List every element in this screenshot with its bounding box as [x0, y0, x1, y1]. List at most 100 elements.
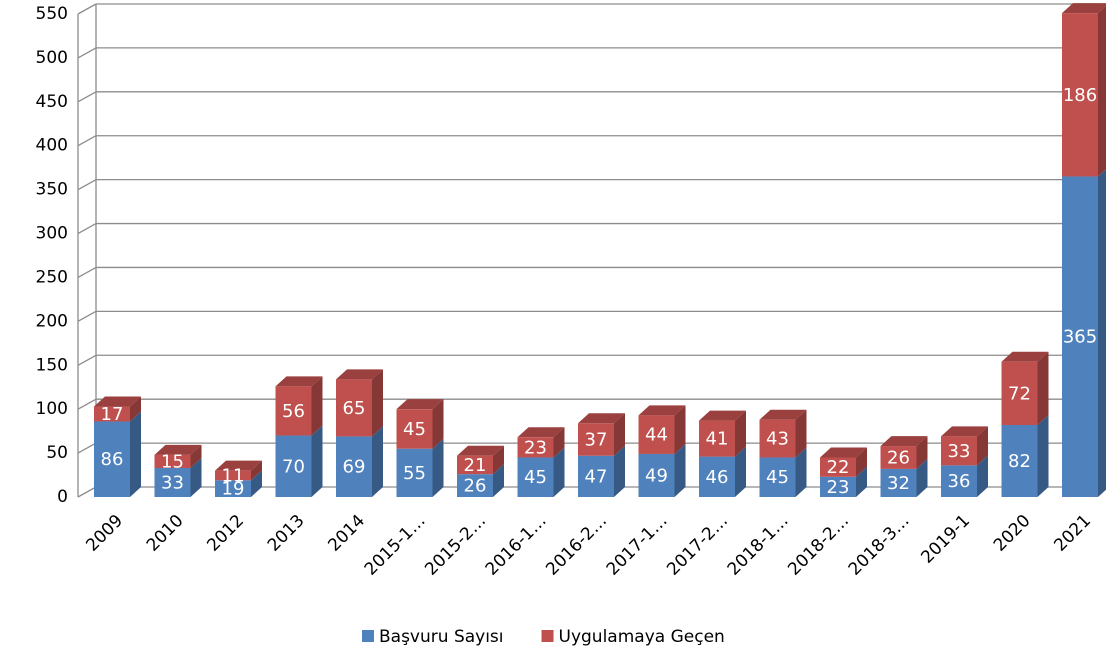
bar	[396, 409, 433, 449]
bar-segment: 19	[215, 470, 262, 500]
y-tick-label: 300	[36, 224, 68, 244]
bar-segment: 45	[396, 399, 444, 449]
bar-side	[190, 444, 202, 469]
bar	[215, 470, 251, 481]
bar-side	[916, 436, 928, 469]
y-tick-label: 100	[36, 399, 68, 419]
bar	[578, 423, 614, 456]
value-label: 56	[282, 401, 305, 422]
grid-line-floor	[77, 222, 97, 235]
value-label: 33	[948, 441, 971, 462]
grid-line-floor	[77, 398, 97, 410]
bar-side	[674, 443, 686, 497]
bar-top	[154, 444, 202, 455]
grid-line-floor	[77, 354, 97, 366]
bar-side	[735, 410, 746, 457]
grid-line-floor	[77, 91, 97, 103]
bar	[517, 437, 554, 458]
value-label: 41	[706, 429, 729, 450]
legend-label: Uygulamaya Geçen	[559, 627, 725, 647]
y-tick-label: 250	[36, 267, 68, 287]
bar	[880, 446, 917, 469]
value-label: 37	[585, 429, 608, 450]
bar	[759, 419, 796, 458]
value-label: 65	[343, 398, 366, 419]
bar	[638, 415, 675, 454]
x-tick-label: 2018-3…	[845, 511, 914, 580]
legend-label: Başvuru Sayısı	[379, 627, 504, 647]
value-label: 45	[766, 467, 789, 488]
bar	[820, 476, 856, 497]
x-tick-label: 2019-1	[917, 511, 974, 568]
bar-top	[759, 409, 807, 420]
bar-segment: 36	[941, 455, 988, 497]
bar-segment: 72	[1001, 351, 1049, 425]
x-tick-label: 2012	[203, 511, 248, 556]
y-tick-label: 350	[36, 180, 68, 200]
bar-segment: 86	[94, 411, 141, 497]
bar-top	[396, 399, 444, 410]
bar-side	[311, 376, 323, 436]
bar-side	[372, 426, 383, 497]
bar-segment: 33	[941, 426, 988, 466]
bar-side	[432, 438, 444, 497]
bar-segment: 365	[1062, 169, 1106, 498]
grid-line-floor	[77, 486, 97, 498]
x-tick-label: 2020	[990, 511, 1035, 556]
bar	[941, 436, 977, 466]
value-label: 23	[827, 477, 850, 498]
x-tick-label: 2017-1…	[603, 511, 672, 580]
bar-segment: 23	[517, 427, 565, 458]
value-label: 32	[887, 473, 910, 494]
value-label: 15	[161, 451, 184, 472]
bar-top	[578, 413, 625, 424]
bar-top	[457, 445, 504, 456]
value-label: 43	[766, 429, 789, 450]
value-label: 19	[222, 479, 245, 500]
value-label: 69	[343, 457, 366, 478]
x-tick-label: 2018-1…	[724, 511, 793, 580]
x-tick-label: 2013	[264, 511, 309, 556]
y-tick-label: 450	[36, 92, 68, 112]
bar-top	[941, 426, 988, 437]
bar	[457, 474, 493, 497]
bar-side	[251, 470, 262, 497]
bar	[457, 455, 493, 475]
value-label: 26	[887, 447, 910, 468]
value-label: 86	[101, 449, 124, 470]
bar-top	[517, 427, 565, 438]
bar-segment: 45	[517, 447, 565, 497]
bar-segment: 70	[275, 425, 323, 497]
bar	[759, 457, 796, 497]
x-tick-label: 2015-2…	[421, 511, 490, 580]
value-label: 33	[161, 473, 184, 494]
grid-line-floor	[77, 135, 97, 147]
bar-segment: 33	[154, 458, 202, 497]
bar-segment: 23	[820, 466, 867, 498]
bar-segment: 49	[638, 443, 686, 497]
bar	[396, 448, 433, 497]
bar-segment: 46	[699, 446, 746, 497]
x-tick-label: 2015-1…	[361, 511, 430, 580]
bar-segment: 37	[578, 413, 625, 456]
bar	[638, 453, 675, 497]
bar-top	[638, 405, 686, 416]
value-label: 186	[1063, 85, 1097, 106]
bar	[154, 468, 191, 497]
y-tick-label: 150	[36, 355, 68, 375]
bar-segment: 26	[457, 464, 504, 497]
bar-side	[553, 427, 565, 458]
value-label: 47	[585, 466, 608, 487]
bar	[1062, 13, 1098, 177]
bar-side	[1098, 169, 1106, 497]
bar	[880, 468, 917, 497]
bar	[336, 436, 372, 497]
bar-top	[880, 436, 928, 447]
bar	[336, 379, 372, 437]
bar	[94, 406, 130, 422]
value-label: 365	[1063, 327, 1097, 348]
bar-segment: 22	[820, 447, 867, 478]
bar-side	[735, 446, 746, 497]
bar	[275, 435, 312, 497]
x-tick-label: 2009	[82, 511, 127, 556]
